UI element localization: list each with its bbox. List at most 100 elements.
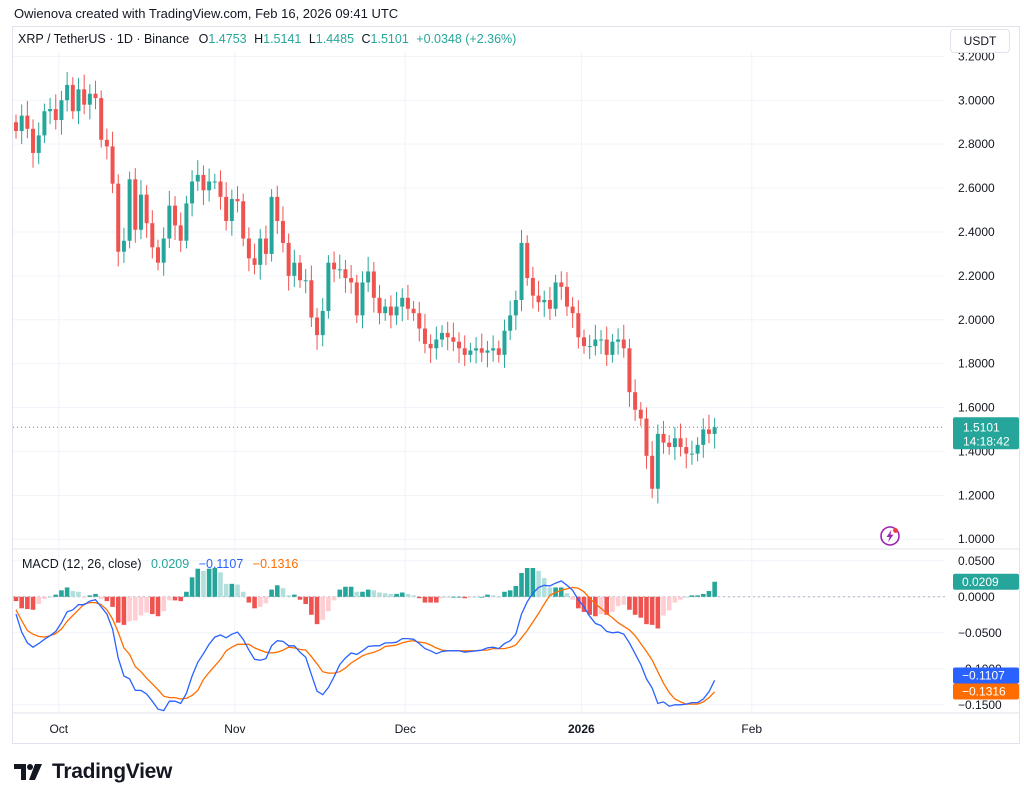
candle-body [224, 196, 229, 221]
histogram-bar [360, 591, 365, 597]
histogram-bar [485, 594, 490, 597]
candle-body [326, 262, 331, 311]
price-tick-label: 2.6000 [958, 181, 995, 195]
histogram-bar [235, 584, 240, 597]
currency-button[interactable]: USDT [950, 29, 1010, 53]
candle-body [87, 93, 92, 105]
histogram-bar [19, 596, 24, 609]
candle-body [36, 135, 41, 153]
open-label: O [198, 32, 209, 46]
candle-body [42, 111, 47, 136]
candle-body [173, 205, 178, 226]
macd-tick-label: 0.0500 [958, 554, 995, 568]
candle-body [485, 350, 490, 353]
candle-body [706, 429, 711, 434]
histogram-bar [25, 596, 30, 610]
histogram-bar [468, 596, 473, 598]
candle-body [229, 199, 234, 221]
candle-body [167, 205, 172, 239]
histogram-bar [712, 581, 717, 597]
macd-legend: MACD (12, 26, close) 0.0209 −0.1107 −0.1… [22, 557, 298, 571]
candle-body [513, 300, 518, 316]
candle-body [99, 98, 104, 140]
flash-icon[interactable] [879, 525, 901, 547]
candle-body [383, 306, 388, 314]
candle-body [292, 262, 297, 276]
histogram-bar [695, 595, 700, 597]
time-tick-label: 2026 [568, 722, 595, 736]
macd-indicator-name: MACD (12, 26, close) [22, 557, 142, 571]
histogram-bar [490, 595, 496, 597]
candle-body [405, 297, 410, 309]
high-label: H [254, 32, 264, 46]
candle-body [530, 278, 535, 296]
histogram-bar [167, 596, 172, 601]
candle-body [366, 271, 371, 283]
histogram-bar [98, 596, 104, 599]
candle-body [542, 300, 547, 303]
candle-body [110, 146, 115, 184]
price-tick-label: 1.6000 [958, 401, 995, 415]
histogram-bar [428, 596, 433, 603]
histogram-bar [144, 596, 149, 613]
time-tick-label: Feb [741, 722, 762, 736]
candle-body [434, 339, 439, 349]
candle-body [496, 348, 501, 355]
histogram-bar [178, 596, 184, 602]
histogram-bar [189, 577, 195, 597]
candle-body [440, 332, 444, 340]
histogram-bar [524, 568, 530, 597]
candle-body [104, 139, 109, 147]
candle-body [610, 341, 615, 355]
candle-body [457, 341, 462, 349]
signal-badge [953, 683, 1019, 700]
histogram-bar [257, 596, 263, 607]
histogram-bar [632, 596, 638, 615]
hist-badge-value: 0.0209 [962, 575, 999, 589]
histogram-bar [587, 596, 592, 615]
candle-body [593, 339, 598, 347]
histogram-bar [416, 596, 422, 599]
candle-body [275, 196, 280, 221]
candle-body [633, 392, 638, 410]
histogram-bar [337, 589, 343, 597]
candle-body [19, 115, 24, 132]
brand-logo: TradingView [14, 760, 172, 784]
histogram-bar [394, 593, 399, 597]
histogram-bar [59, 590, 64, 597]
candle-body [59, 100, 64, 121]
candle-body [337, 269, 342, 271]
histogram-bar [502, 591, 507, 597]
candle-body [93, 93, 98, 99]
candle-body [604, 339, 609, 355]
price-tick-label: 1.2000 [958, 488, 995, 502]
histogram-bar [377, 592, 382, 597]
macd-badge-value: −0.1107 [962, 669, 1005, 683]
histogram-bar [161, 596, 166, 612]
price-badge [953, 417, 1019, 450]
candle-body [553, 282, 558, 309]
price-tick-label: 1.0000 [958, 532, 995, 546]
change-value: +0.0348 (+2.36%) [416, 32, 517, 46]
histogram-bar [343, 586, 348, 597]
candle-body [82, 89, 87, 105]
brand-name: TradingView [52, 760, 173, 783]
macd-signal-value: −0.1316 [252, 557, 299, 571]
histogram-bar [110, 596, 115, 607]
candle-body [479, 348, 484, 353]
histogram-bar [280, 588, 286, 597]
candle-body [411, 308, 416, 314]
candle-body [201, 174, 206, 191]
candle-body [650, 455, 655, 489]
histogram-bar [439, 596, 445, 599]
histogram-bar [115, 596, 121, 623]
candle-body [349, 278, 354, 283]
candle-body [246, 238, 251, 259]
candle-body [144, 194, 149, 224]
histogram-bar [150, 596, 155, 615]
histogram-bar [331, 596, 337, 601]
price-tick-label: 2.4000 [958, 225, 995, 239]
histogram-bar [127, 596, 132, 622]
histogram-bar [399, 592, 405, 597]
